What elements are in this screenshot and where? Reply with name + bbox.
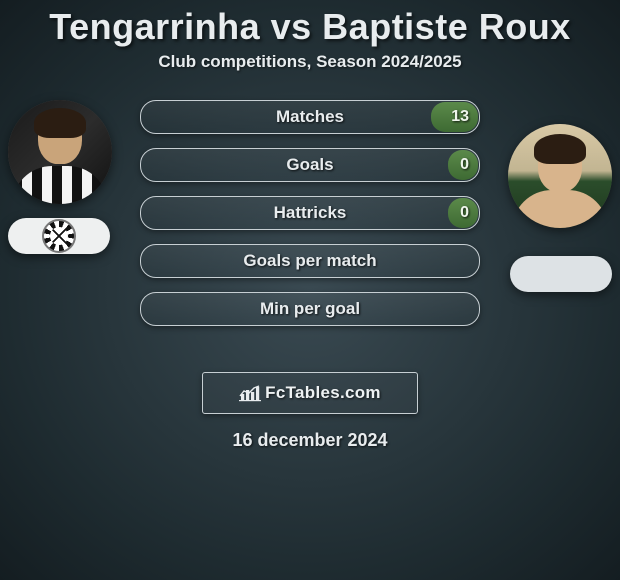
player-right-club-badge (510, 256, 612, 292)
stat-label: Goals per match (141, 245, 479, 277)
page-title: Tengarrinha vs Baptiste Roux (0, 0, 620, 48)
stat-label: Goals (141, 149, 479, 181)
infographic-date: 16 december 2024 (0, 430, 620, 451)
stat-bar-matches: 13 Matches (140, 100, 480, 134)
stat-bar-goals: 0 Goals (140, 148, 480, 182)
brand-box: FcTables.com (202, 372, 418, 414)
stat-label: Min per goal (141, 293, 479, 325)
subtitle: Club competitions, Season 2024/2025 (0, 52, 620, 72)
stat-bar-goals-per-match: Goals per match (140, 244, 480, 278)
stat-bar-hattricks: 0 Hattricks (140, 196, 480, 230)
player-left-avatar (8, 100, 112, 204)
player-right-avatar (508, 124, 612, 228)
stat-value-right: 0 (460, 197, 469, 229)
club-crest-left (42, 219, 76, 253)
stat-label: Hattricks (141, 197, 479, 229)
brand-text: FcTables.com (265, 383, 381, 403)
stat-value-right: 13 (451, 101, 469, 133)
player-left-club-badge (8, 218, 110, 254)
stat-value-right: 0 (460, 149, 469, 181)
stat-bar-min-per-goal: Min per goal (140, 292, 480, 326)
brand-chart-icon (239, 384, 261, 402)
stat-bars: 13 Matches 0 Goals 0 Hattricks Goals per… (140, 100, 480, 340)
stat-label: Matches (141, 101, 479, 133)
comparison-arena: 13 Matches 0 Goals 0 Hattricks Goals per… (0, 100, 620, 360)
